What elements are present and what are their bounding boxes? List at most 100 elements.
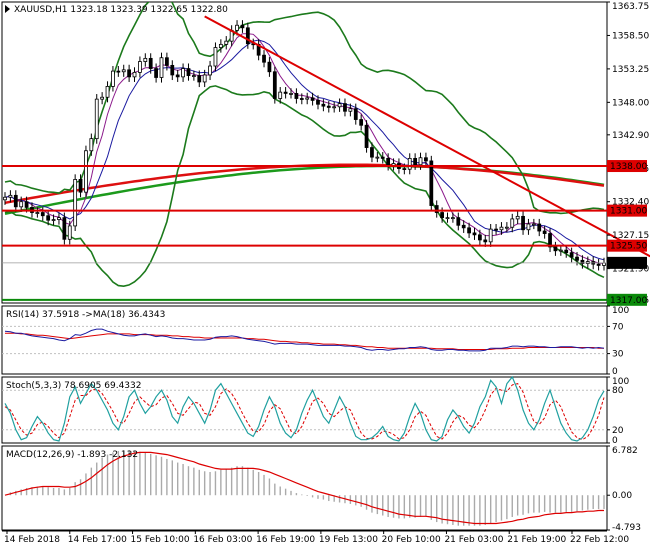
time-tick-label: 14 Feb 17:00 (68, 535, 127, 545)
candle-body (19, 201, 24, 208)
rsi-ma-line (5, 332, 604, 350)
candle-body (165, 57, 169, 66)
time-tick-label: 21 Feb 19:00 (507, 535, 566, 545)
time-tick-label: 22 Feb 12:00 (570, 535, 629, 545)
candle-body (89, 138, 94, 152)
price-axis-tick-label: 1348.00 (612, 98, 649, 108)
bottom-level-label-text: 1317.00 (610, 296, 647, 306)
candle-body (548, 233, 552, 248)
price-axis-tick-label: 1353.25 (612, 65, 649, 75)
candle-body (132, 71, 137, 78)
candle-body (434, 205, 439, 213)
candle-body (445, 217, 450, 220)
candle-body (564, 249, 569, 254)
candle-body (526, 223, 531, 231)
candle-body (310, 97, 315, 101)
macd-label: MACD(12,26,9) -1.893 -2.132 (6, 450, 138, 460)
candle-body (370, 147, 374, 158)
candle-body (402, 168, 407, 170)
level-label-1-box (607, 204, 647, 217)
candle-body (451, 217, 455, 220)
candle-body (488, 228, 493, 243)
candle-body (413, 157, 418, 166)
candle-body (181, 68, 185, 78)
stoch-axis-tick-label: 0 (612, 436, 618, 446)
candle-body (13, 194, 18, 208)
stoch-main-line (4, 375, 605, 442)
macd-axis-tick-label: 6.782 (612, 446, 638, 456)
candle-body (515, 215, 520, 220)
candle-body (537, 223, 542, 232)
bottom-level-label-box (607, 293, 647, 306)
candle-body (569, 252, 574, 258)
candle-body (245, 27, 250, 45)
candle-body (364, 124, 369, 148)
candle-body (353, 108, 358, 120)
candle-body (510, 218, 515, 228)
candle-body (558, 249, 563, 252)
candle-body (191, 75, 196, 77)
candle-body (186, 68, 191, 76)
price-series (3, 2, 606, 288)
macd-axis-tick-label: -4.793 (612, 523, 641, 533)
candle-body (94, 98, 99, 140)
candle-body (289, 93, 293, 95)
header-arrow-icon (5, 5, 10, 13)
time-tick-label: 21 Feb 03:00 (444, 535, 503, 545)
candle-body (407, 157, 412, 170)
candle-body (499, 226, 504, 231)
candle-body (197, 75, 202, 83)
candle-body (294, 93, 299, 99)
candle-body (121, 69, 126, 73)
price-axis-tick-label: 1358.50 (612, 31, 649, 41)
candle-body (283, 91, 288, 94)
trend-line (204, 15, 650, 258)
candle-body (483, 239, 488, 243)
candle-body (580, 259, 585, 264)
rsi-label: RSI(14) 37.5918 ->MA(18) 36.4343 (6, 310, 165, 320)
rsi-line (4, 328, 605, 352)
candle-body (429, 160, 434, 206)
candle-body (380, 156, 385, 159)
stoch-label: Stoch(5,3,3) 78.6905 69.4332 (6, 381, 141, 391)
time-tick-label: 20 Feb 10:00 (382, 535, 441, 545)
candle-body (337, 103, 342, 108)
candle-body (3, 196, 7, 201)
candle-body (440, 212, 444, 219)
candle-body (332, 106, 337, 109)
stoch-axis-tick-label: 80 (612, 386, 624, 396)
time-tick-label: 15 Feb 10:00 (131, 535, 190, 545)
candle-body (111, 70, 115, 87)
price-axis-tick-label: 1363.75 (612, 2, 649, 12)
candle-body (78, 179, 83, 193)
time-tick-label: 19 Feb 13:00 (319, 535, 378, 545)
rsi-axis-tick-label: 70 (612, 322, 624, 332)
candle-body (218, 43, 223, 48)
candle-body (105, 86, 110, 98)
price-axis-tick-label: 1332.40 (612, 198, 649, 208)
candle-body (326, 105, 331, 108)
candle-body (159, 57, 164, 78)
candle-body (100, 96, 105, 100)
candle-body (235, 24, 239, 31)
candle-body (138, 61, 142, 73)
candle-body (553, 246, 558, 252)
level-label-0-text: 1338.00 (610, 162, 647, 172)
level-label-2-text: 1325.50 (610, 242, 647, 252)
candle-body (596, 263, 601, 266)
candle-body (262, 54, 266, 63)
candle-body (51, 219, 56, 221)
macd-signal-line (4, 451, 604, 525)
bollinger-upper (4, 2, 605, 215)
current-price-label-box (607, 256, 647, 269)
price-axis-tick-label: 1327.15 (612, 231, 649, 241)
candle-body (343, 103, 347, 112)
rsi-axis-tick-label: 0 (612, 367, 618, 377)
candle-body (208, 65, 212, 76)
candle-body (305, 97, 310, 100)
candle-body (213, 47, 218, 67)
candle-body (321, 103, 326, 107)
panel-frame-1 (1, 305, 608, 375)
candle-body (386, 157, 391, 166)
candle-body (202, 74, 207, 83)
